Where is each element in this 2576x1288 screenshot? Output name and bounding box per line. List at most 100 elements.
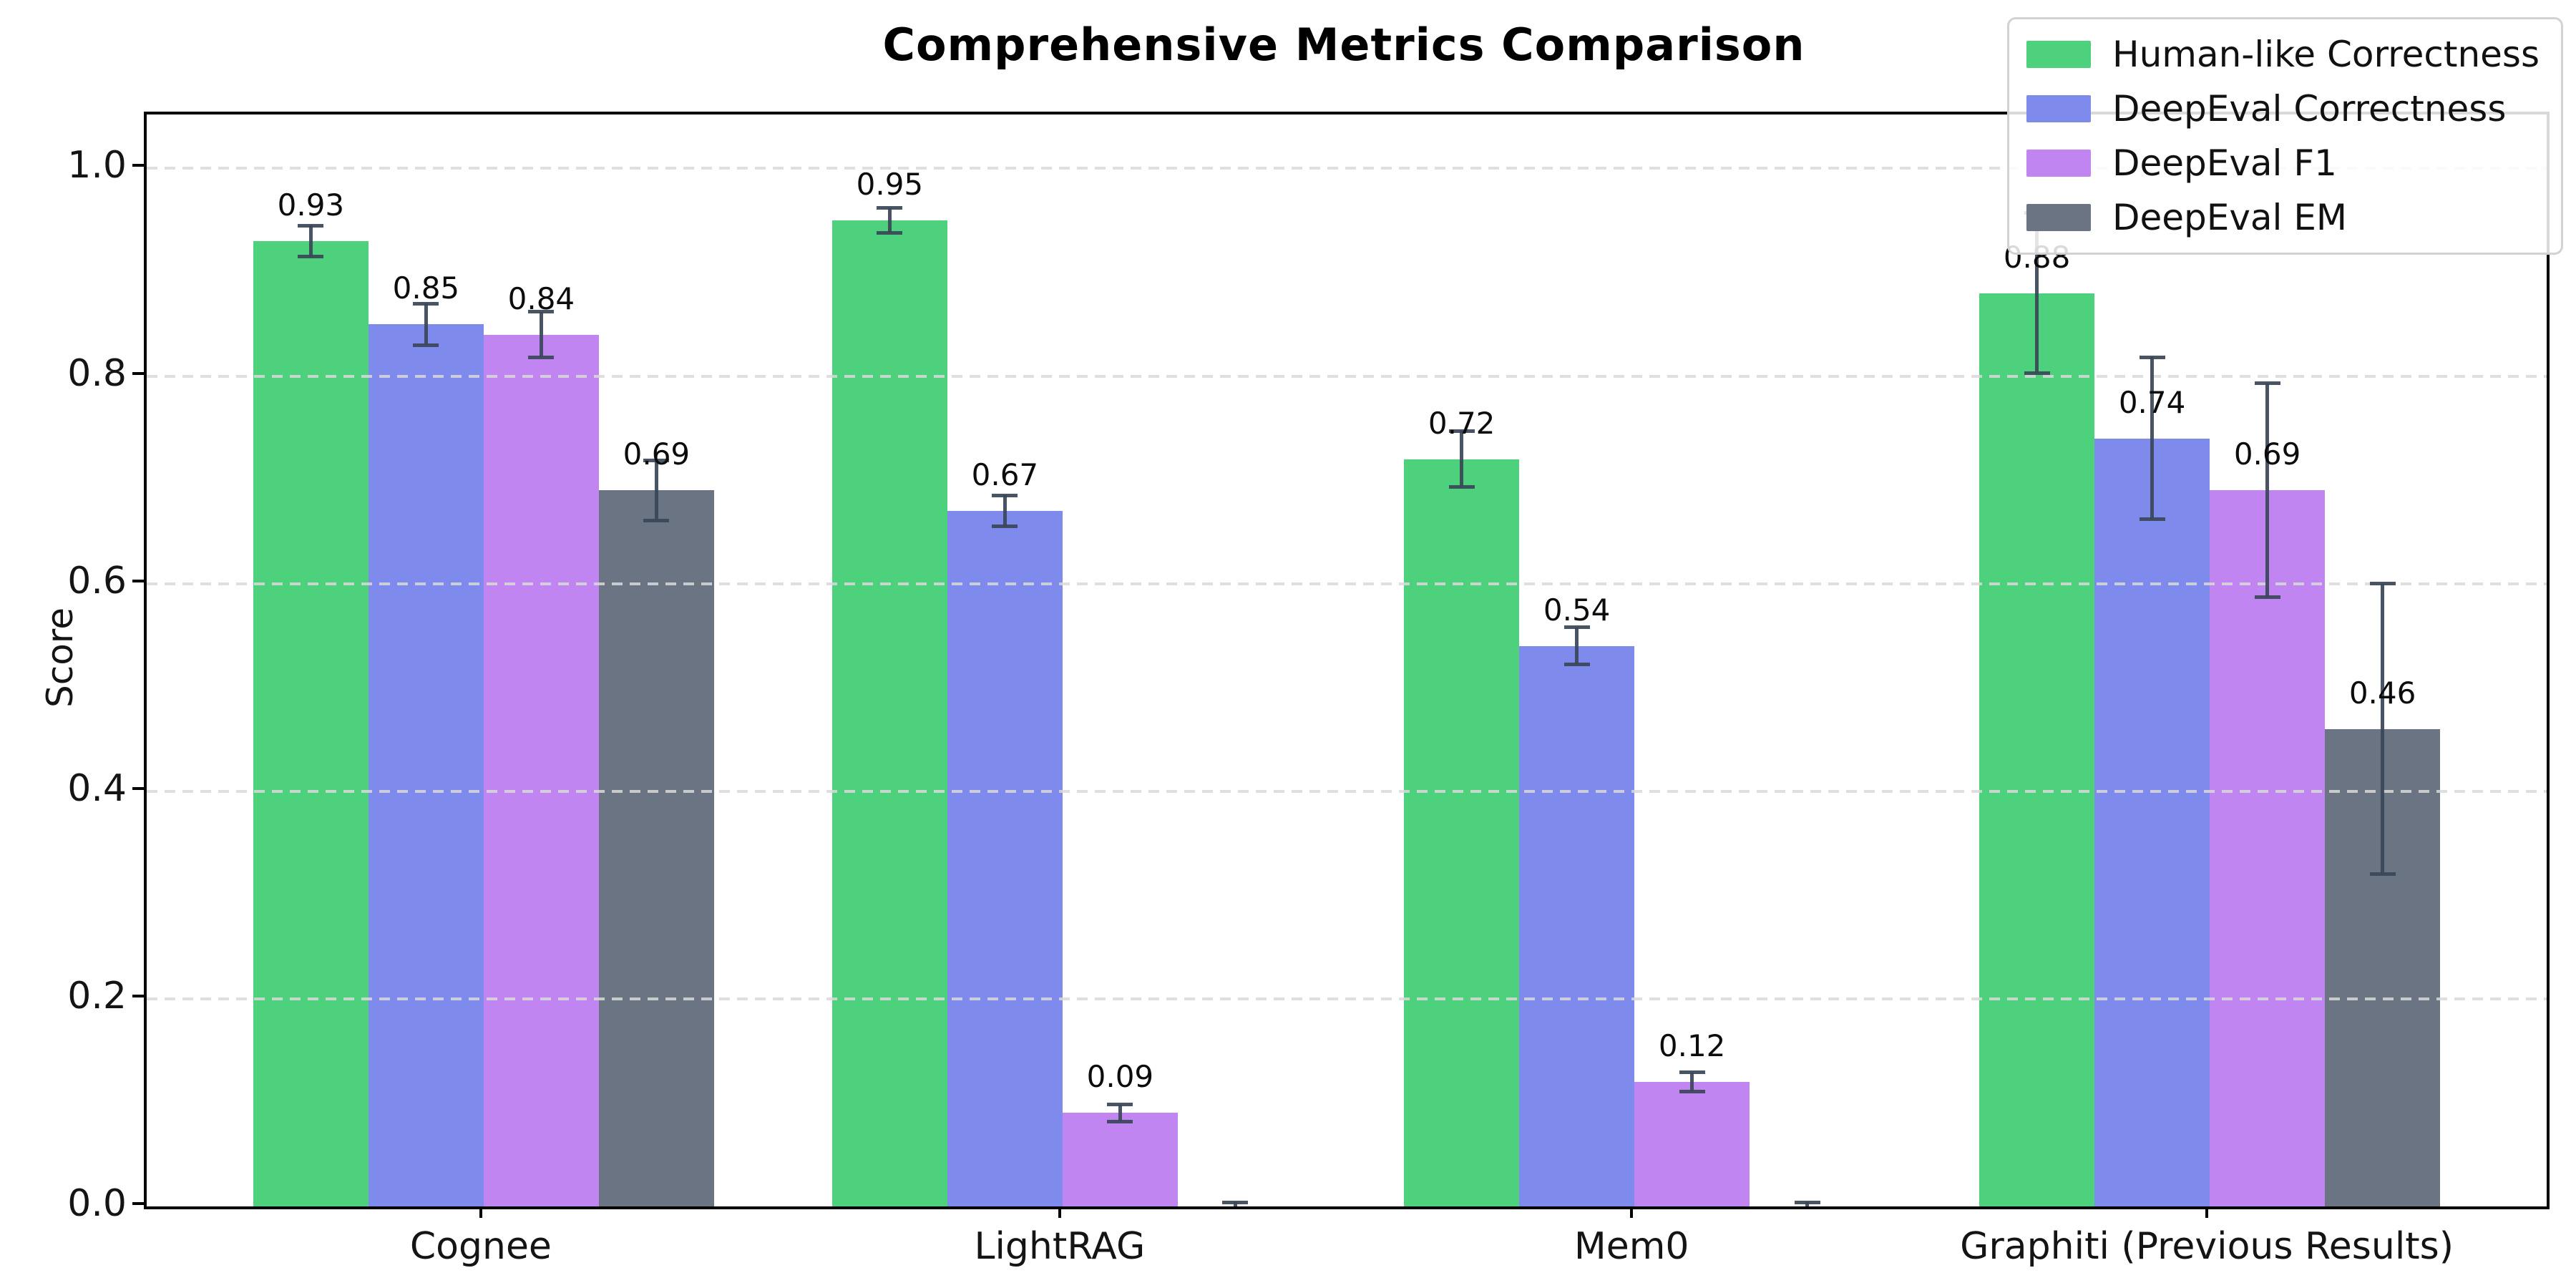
bar-value-label: 0.95 (856, 166, 924, 202)
error-bar-cap-top (643, 458, 670, 462)
error-bar-cap-top (298, 223, 324, 228)
legend-item: DeepEval Correctness (2026, 88, 2540, 130)
error-bar-cap-top (2139, 355, 2165, 359)
error-bar-cap-top (1679, 1070, 1705, 1075)
legend-item-label: DeepEval F1 (2112, 142, 2337, 184)
error-bar (1805, 1202, 1810, 1206)
legend-swatch (2026, 204, 2091, 231)
bar (1979, 293, 2095, 1206)
error-bar-cap-bottom (1107, 1119, 1133, 1123)
error-bar (1575, 627, 1579, 665)
error-bar-cap-top (877, 206, 903, 210)
bar-value-label: 0.46 (2348, 675, 2416, 711)
legend-item: DeepEval F1 (2026, 142, 2540, 184)
x-tick-label: Mem0 (1574, 1225, 1689, 1268)
error-bar (2381, 583, 2385, 874)
error-bar (2035, 213, 2039, 374)
error-bar (308, 225, 313, 257)
error-bar-cap-bottom (2254, 595, 2280, 600)
error-bar-cap-bottom (2369, 872, 2396, 877)
y-tick-label: 0.6 (67, 559, 127, 602)
error-bar-cap-bottom (298, 255, 324, 259)
error-bar (424, 303, 428, 346)
error-bar (887, 208, 892, 233)
bar (598, 490, 714, 1206)
error-bar-cap-top (2369, 582, 2396, 586)
error-bar (2150, 357, 2155, 519)
bar-value-label: 0.67 (971, 457, 1039, 493)
error-bar-cap-top (1107, 1103, 1133, 1107)
error-bar (2265, 383, 2270, 597)
error-bar-cap-top (992, 493, 1018, 497)
error-bar-cap-top (528, 310, 555, 314)
error-bar (1233, 1202, 1237, 1206)
bar (2094, 438, 2210, 1206)
bar (1519, 645, 1635, 1206)
legend-item-label: Human-like Correctness (2112, 34, 2540, 75)
error-bar (654, 460, 658, 521)
bar (831, 220, 947, 1206)
legend-item-label: DeepEval EM (2112, 197, 2348, 238)
error-bar (539, 311, 543, 358)
x-tick-label: Graphiti (Previous Results) (1960, 1225, 2454, 1268)
y-tick-mark (132, 579, 144, 582)
y-axis-label: Score (39, 607, 82, 708)
y-tick-mark (132, 994, 144, 997)
error-bar (1690, 1072, 1694, 1091)
bar-value-label: 0.85 (392, 270, 460, 306)
x-tick-mark (2205, 1206, 2209, 1218)
y-tick-mark (132, 371, 144, 375)
y-tick-label: 0.4 (67, 766, 127, 810)
error-bar-cap-bottom (1448, 485, 1475, 489)
bar (1404, 459, 1520, 1206)
bar-value-label: 0.09 (1086, 1059, 1154, 1095)
error-bar-cap-top (1794, 1200, 1820, 1204)
bar-value-label: 0.72 (1428, 405, 1496, 441)
x-tick-label: LightRAG (974, 1225, 1146, 1268)
y-tick-label: 0.0 (67, 1182, 127, 1225)
error-bar (1118, 1104, 1122, 1122)
legend-item: Human-like Correctness (2026, 34, 2540, 75)
y-tick-label: 0.8 (67, 351, 127, 395)
x-tick-mark (1058, 1206, 1061, 1218)
error-bar-cap-bottom (1563, 663, 1590, 667)
error-bar-cap-bottom (413, 343, 439, 347)
error-bar-cap-bottom (2139, 517, 2165, 522)
bar (947, 511, 1063, 1206)
error-bar-cap-bottom (877, 230, 903, 235)
y-tick-label: 1.0 (67, 144, 127, 187)
error-bar-cap-bottom (1679, 1089, 1705, 1093)
legend: Human-like Correctness DeepEval Correctne… (2006, 17, 2563, 255)
error-bar (1460, 431, 1464, 487)
error-bar-cap-bottom (2024, 371, 2050, 375)
error-bar (1002, 495, 1007, 527)
error-bar-cap-top (1448, 429, 1475, 433)
bar (2210, 490, 2326, 1206)
bar (253, 240, 369, 1206)
y-tick-mark (132, 1202, 144, 1205)
error-bar-cap-bottom (528, 355, 555, 359)
bar-value-label: 0.84 (507, 280, 575, 316)
legend-swatch (2026, 95, 2091, 122)
x-tick-label: Cognee (409, 1225, 552, 1268)
bar (1062, 1113, 1178, 1206)
x-tick-mark (1630, 1206, 1634, 1218)
y-tick-label: 0.2 (67, 974, 127, 1018)
y-tick-mark (132, 786, 144, 790)
bar-value-label: 0.69 (623, 436, 691, 472)
chart-title: Comprehensive Metrics Comparison (882, 19, 1805, 71)
bar-value-label: 0.12 (1658, 1028, 1726, 1063)
bar (483, 334, 599, 1206)
plot-area: 0.93 0.95 0.72 0.88 0.85 0.67 0.54 0.74 0.84 0.09… (144, 112, 2550, 1209)
error-bar-cap-bottom (643, 518, 670, 522)
error-bar-cap-top (413, 301, 439, 306)
error-bar-cap-top (1222, 1200, 1249, 1204)
error-bar-cap-top (2254, 381, 2280, 386)
legend-swatch (2026, 150, 2091, 177)
legend-item: DeepEval EM (2026, 197, 2540, 238)
y-tick-mark (132, 164, 144, 167)
error-bar-cap-top (1563, 625, 1590, 630)
bar-value-label: 0.74 (2118, 384, 2186, 420)
bar (1634, 1081, 1750, 1206)
